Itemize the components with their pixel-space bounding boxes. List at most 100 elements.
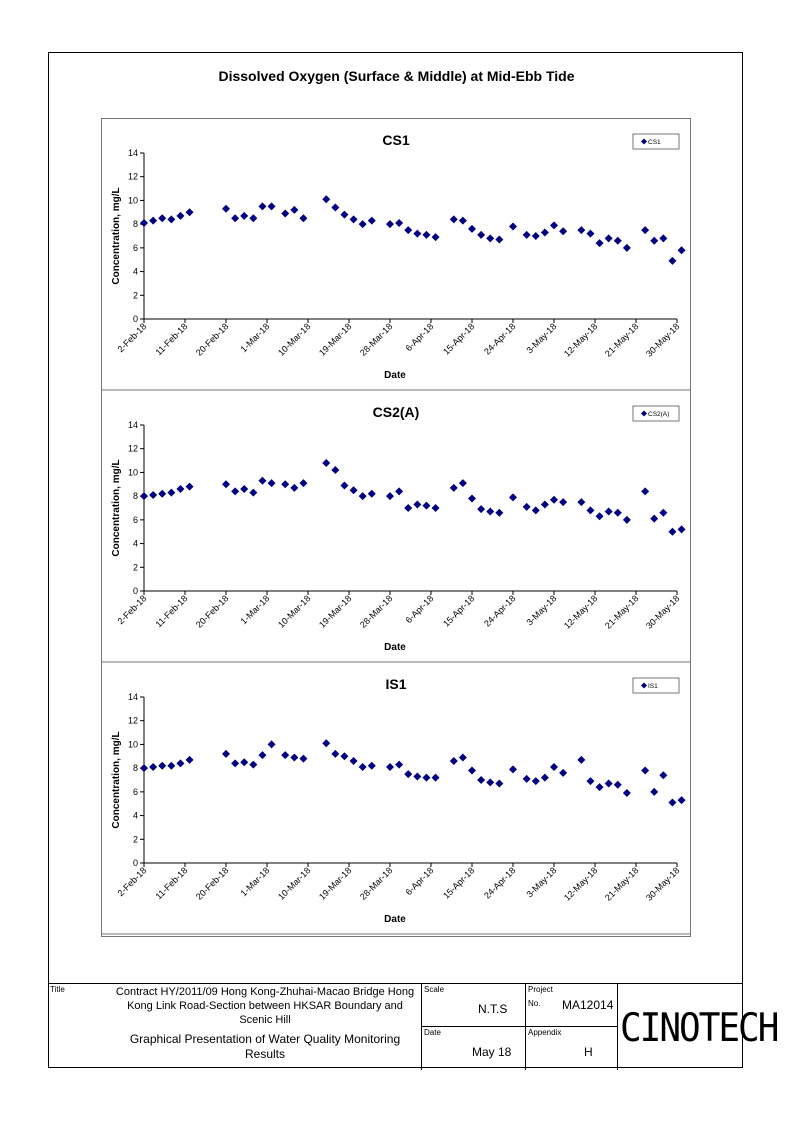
y-tick-label: 10 bbox=[128, 195, 138, 205]
chart-legend: CS2(A) bbox=[632, 405, 680, 422]
data-point bbox=[509, 493, 517, 502]
data-point bbox=[386, 492, 394, 501]
data-point bbox=[431, 233, 440, 242]
data-point bbox=[249, 214, 258, 223]
x-tick-label: 10-Mar-18 bbox=[276, 321, 312, 357]
data-point bbox=[550, 762, 558, 771]
x-tick-label: 20-Feb-18 bbox=[194, 321, 230, 357]
data-point bbox=[486, 778, 495, 787]
date-value: May 18 bbox=[472, 1045, 512, 1059]
drawing-description: Graphical Presentation of Water Quality … bbox=[129, 1032, 401, 1061]
data-point bbox=[477, 505, 486, 514]
data-point bbox=[358, 492, 367, 501]
x-axis-label: Date bbox=[384, 642, 406, 653]
x-tick-label: 28-Mar-18 bbox=[358, 593, 394, 629]
data-point bbox=[613, 236, 622, 245]
y-axis-label: Concentration, mg/L bbox=[111, 187, 122, 284]
data-point bbox=[140, 764, 148, 773]
data-point bbox=[258, 751, 267, 760]
data-point bbox=[367, 216, 376, 225]
x-tick-label: 1-Mar-18 bbox=[239, 593, 272, 626]
data-point bbox=[422, 773, 431, 782]
data-point bbox=[641, 226, 650, 235]
y-tick-label: 10 bbox=[128, 739, 138, 749]
chart-title: CS2(A) bbox=[373, 404, 420, 420]
data-point bbox=[431, 504, 440, 512]
data-point bbox=[668, 798, 677, 807]
data-point bbox=[158, 489, 167, 498]
data-point bbox=[468, 224, 476, 233]
scale-label: Scale bbox=[424, 985, 445, 994]
x-tick-label: 19-Mar-18 bbox=[317, 321, 353, 357]
legend-marker bbox=[641, 138, 647, 145]
data-point bbox=[413, 229, 422, 238]
data-point bbox=[185, 482, 194, 491]
data-point bbox=[495, 508, 504, 517]
y-tick-label: 2 bbox=[133, 290, 138, 300]
data-point bbox=[531, 506, 540, 515]
data-point bbox=[167, 488, 176, 497]
chart-is1: IS1 IS1 0 2 4 6 8 10 12 14 2-Feb-18 11-Feb-18 20-Feb… bbox=[101, 676, 691, 935]
data-point bbox=[422, 501, 431, 510]
x-tick-label: 21-May-18 bbox=[603, 865, 640, 902]
appendix-cell: Appendix H bbox=[525, 1027, 617, 1070]
data-point bbox=[595, 512, 604, 521]
data-point bbox=[176, 485, 185, 494]
x-tick-label: 28-Mar-18 bbox=[358, 321, 394, 357]
x-axis-label: Date bbox=[384, 370, 406, 381]
y-tick-label: 12 bbox=[128, 172, 138, 182]
title-label: Title bbox=[50, 985, 65, 994]
x-axis-label: Date bbox=[384, 914, 406, 925]
y-axis-label: Concentration, mg/L bbox=[111, 459, 122, 556]
x-tick-label: 24-Apr-18 bbox=[482, 321, 517, 356]
data-point bbox=[231, 487, 240, 496]
y-tick-label: 14 bbox=[128, 692, 138, 702]
data-point bbox=[404, 770, 413, 779]
data-point bbox=[659, 771, 668, 780]
data-point bbox=[158, 214, 167, 223]
data-point bbox=[231, 214, 240, 223]
y-tick-label: 6 bbox=[133, 515, 138, 525]
data-point bbox=[668, 256, 677, 265]
data-point bbox=[140, 492, 148, 501]
data-point bbox=[231, 759, 240, 768]
data-point bbox=[386, 762, 394, 771]
data-point bbox=[322, 739, 331, 748]
legend-label: CS1 bbox=[648, 139, 661, 146]
data-point bbox=[176, 759, 185, 768]
x-tick-label: 2-Feb-18 bbox=[116, 321, 149, 354]
x-tick-label: 10-Mar-18 bbox=[276, 593, 312, 629]
x-tick-label: 11-Feb-18 bbox=[153, 593, 189, 629]
y-tick-label: 6 bbox=[133, 243, 138, 253]
data-point bbox=[367, 489, 376, 498]
x-tick-label: 28-Mar-18 bbox=[358, 865, 394, 901]
legend-box bbox=[632, 677, 680, 694]
y-tick-label: 2 bbox=[133, 834, 138, 844]
legend-box bbox=[632, 133, 680, 150]
data-point bbox=[404, 226, 413, 235]
data-point bbox=[468, 766, 476, 775]
data-point bbox=[577, 226, 586, 235]
x-tick-label: 15-Apr-18 bbox=[441, 321, 476, 356]
data-point bbox=[267, 202, 276, 211]
data-point bbox=[477, 776, 486, 784]
y-tick-label: 6 bbox=[133, 787, 138, 797]
data-point bbox=[458, 753, 467, 762]
data-point bbox=[395, 760, 404, 769]
data-point bbox=[176, 211, 185, 220]
data-point bbox=[586, 506, 595, 515]
y-tick-label: 4 bbox=[133, 811, 138, 821]
data-point bbox=[604, 779, 613, 788]
data-point bbox=[531, 232, 540, 240]
legend-label: CS2(A) bbox=[648, 411, 669, 418]
data-point bbox=[650, 514, 659, 523]
y-tick-label: 14 bbox=[128, 420, 138, 430]
project-cell: Project No. MA12014 bbox=[525, 984, 617, 1027]
data-point bbox=[358, 220, 367, 229]
y-tick-label: 8 bbox=[133, 491, 138, 501]
data-point bbox=[495, 235, 504, 244]
data-point bbox=[395, 218, 404, 227]
data-point bbox=[595, 239, 604, 248]
x-tick-label: 20-Feb-18 bbox=[194, 593, 230, 629]
data-point bbox=[540, 773, 549, 782]
